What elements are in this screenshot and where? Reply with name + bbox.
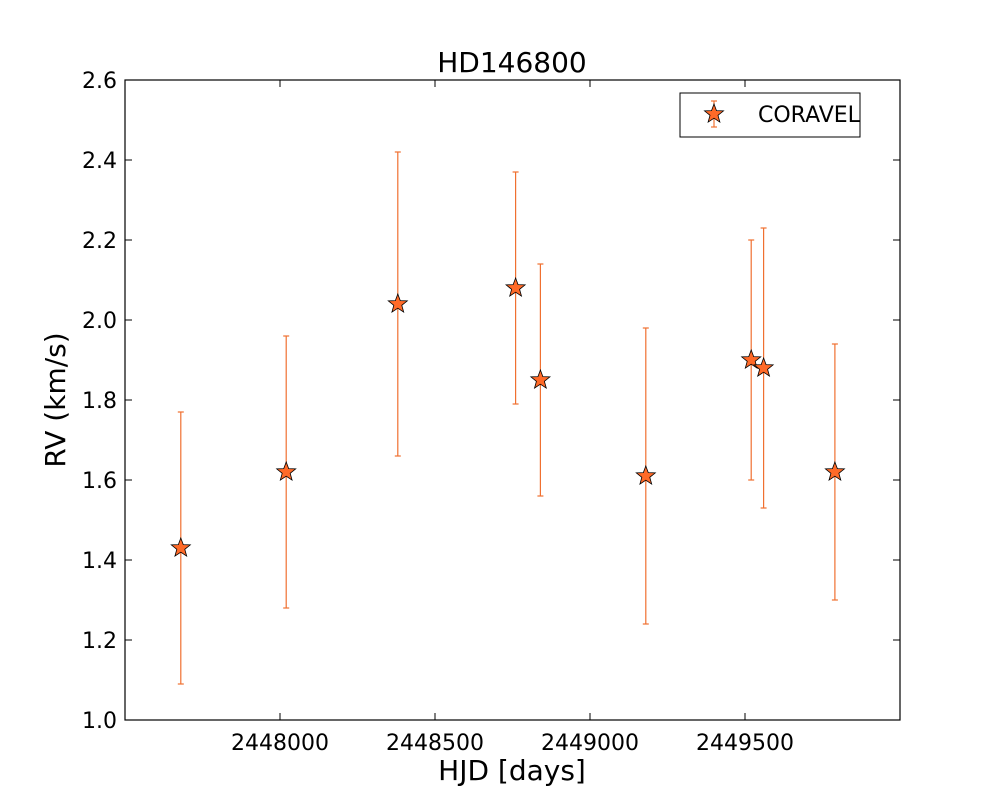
star-marker <box>753 356 775 378</box>
plot-frame <box>124 79 901 721</box>
data-point <box>529 263 551 497</box>
data-point <box>275 335 297 609</box>
star-marker <box>387 292 409 314</box>
y-tick-label: 2.0 <box>82 309 117 334</box>
data-point <box>505 171 527 405</box>
legend-star-icon <box>703 102 725 124</box>
x-axis-label: HJD [days] <box>438 754 586 787</box>
x-tick-label: 2449500 <box>696 731 794 756</box>
data-point <box>170 411 192 685</box>
x-tick-label: 2448000 <box>231 731 329 756</box>
x-tick-label: 2448500 <box>386 731 484 756</box>
star-marker <box>740 348 762 370</box>
y-tick-label: 1.4 <box>82 549 117 574</box>
data-point <box>387 151 409 457</box>
plot-area <box>170 151 846 685</box>
y-tick-label: 1.6 <box>82 469 117 494</box>
axis-ticks: 2448000 2448500 2449000 2449500 1.0 1.2 1.4 1.6… <box>82 69 900 756</box>
data-point <box>753 227 775 509</box>
y-axis-label: RV (km/s) <box>39 332 72 467</box>
star-marker <box>824 460 846 482</box>
legend-label-coravel: CORAVEL <box>758 103 861 128</box>
y-tick-label: 1.2 <box>82 629 117 654</box>
chart-title: HD146800 <box>437 46 587 79</box>
star-marker <box>170 536 192 558</box>
data-point <box>824 343 846 601</box>
legend-marker-coravel <box>703 100 725 128</box>
y-tick-label: 2.6 <box>82 69 117 94</box>
y-tick-label: 1.8 <box>82 389 117 414</box>
star-marker <box>635 464 657 486</box>
y-tick-label: 1.0 <box>82 709 117 734</box>
data-point <box>635 327 657 625</box>
star-marker <box>505 276 527 298</box>
x-tick-label: 2449000 <box>541 731 639 756</box>
y-tick-label: 2.4 <box>82 149 117 174</box>
legend: CORAVEL <box>679 92 861 138</box>
star-marker <box>529 368 551 390</box>
star-marker <box>275 460 297 482</box>
y-tick-label: 2.2 <box>82 229 117 254</box>
data-point <box>740 239 762 481</box>
